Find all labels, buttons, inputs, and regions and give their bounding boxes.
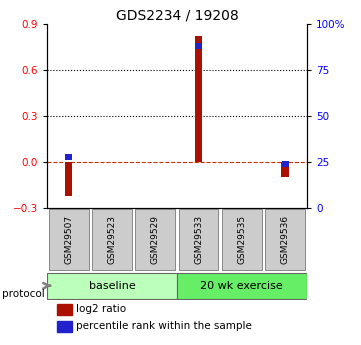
Text: GSM29523: GSM29523 — [108, 215, 116, 264]
Bar — [282, 161, 289, 167]
Bar — [65, 154, 72, 160]
Text: 20 wk exercise: 20 wk exercise — [200, 281, 283, 291]
Text: GSM29536: GSM29536 — [281, 215, 290, 264]
Text: protocol: protocol — [2, 289, 44, 299]
Text: baseline: baseline — [88, 281, 135, 291]
Text: percentile rank within the sample: percentile rank within the sample — [75, 322, 251, 331]
Bar — [195, 43, 202, 49]
Text: GSM29529: GSM29529 — [151, 215, 160, 264]
Title: GDS2234 / 19208: GDS2234 / 19208 — [116, 9, 238, 23]
Text: GSM29533: GSM29533 — [194, 215, 203, 264]
Text: log2 ratio: log2 ratio — [75, 304, 126, 314]
FancyBboxPatch shape — [179, 209, 218, 270]
Bar — [281, 162, 289, 177]
Bar — [65, 162, 73, 196]
FancyBboxPatch shape — [49, 209, 88, 270]
FancyBboxPatch shape — [47, 273, 177, 299]
FancyBboxPatch shape — [92, 209, 132, 270]
Text: GSM29507: GSM29507 — [64, 215, 73, 264]
FancyBboxPatch shape — [177, 273, 307, 299]
Bar — [57, 304, 71, 315]
Text: GSM29535: GSM29535 — [238, 215, 246, 264]
Bar — [195, 37, 203, 162]
FancyBboxPatch shape — [222, 209, 262, 270]
FancyBboxPatch shape — [135, 209, 175, 270]
FancyBboxPatch shape — [265, 209, 305, 270]
Bar — [57, 321, 71, 332]
